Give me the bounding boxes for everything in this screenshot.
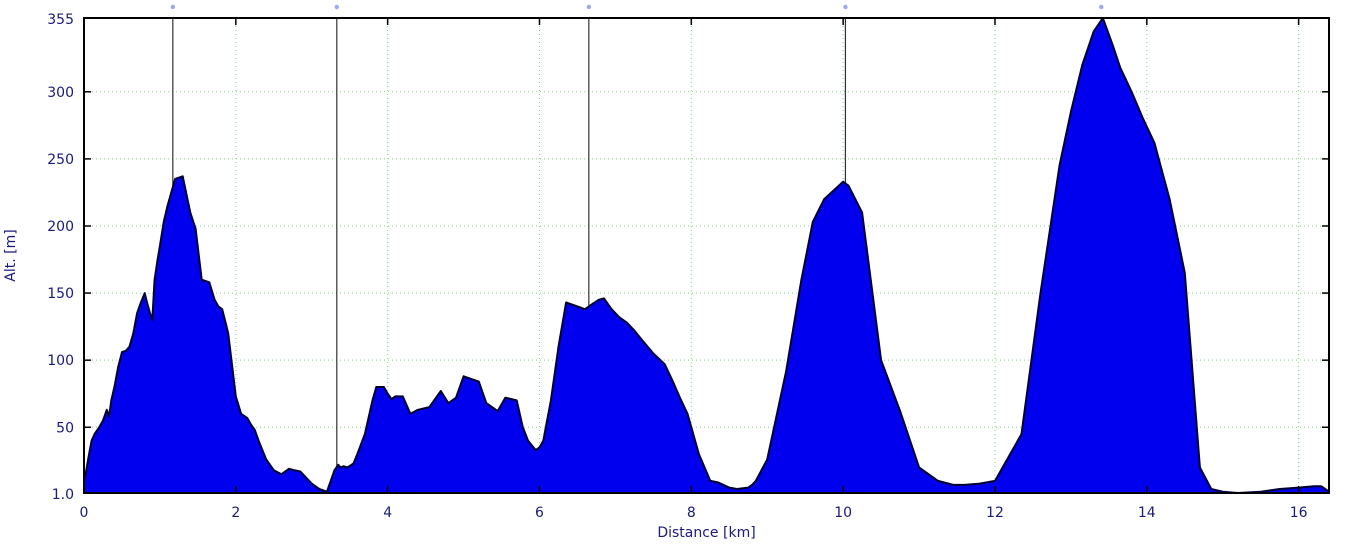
y-axis-title: Alt. [m]	[3, 229, 19, 281]
plot-frame	[83, 17, 1330, 494]
y-tick-label: 250	[47, 152, 74, 168]
y-tick-label: 1.0	[52, 487, 74, 503]
axis-ticks	[83, 17, 1329, 494]
waypoint-dot	[334, 4, 339, 10]
x-tick-label: 16	[1290, 505, 1308, 521]
y-tick-label: 50	[56, 420, 74, 436]
x-tick-label: 14	[1138, 505, 1156, 521]
y-tick-label: 300	[47, 85, 74, 101]
y-tick-label: 355	[47, 12, 74, 28]
x-tick-labels: 0 2 4 6 8 10 12 14 16	[80, 505, 1308, 521]
x-tick-label: 8	[687, 505, 696, 521]
x-tick-label: 10	[834, 505, 852, 521]
waypoint-dot	[843, 4, 848, 10]
waypoint-markers	[170, 4, 1104, 467]
x-tick-label: 0	[80, 505, 89, 521]
elevation-area	[84, 18, 1329, 493]
x-tick-label: 12	[986, 505, 1004, 521]
y-tick-label: 100	[47, 353, 74, 369]
waypoint-dot	[1099, 4, 1104, 10]
x-tick-label: 6	[535, 505, 544, 521]
y-tick-label: 150	[47, 286, 74, 302]
waypoint-dot	[586, 4, 592, 10]
y-tick-label: 200	[47, 219, 74, 235]
waypoint-dot	[170, 4, 176, 10]
x-axis-title: Distance [km]	[657, 525, 755, 541]
x-tick-label: 2	[231, 505, 240, 521]
elevation-line	[83, 17, 1330, 494]
x-tick-label: 4	[383, 505, 392, 521]
y-tick-labels: 1.0 50 100 150 200 250 300 355	[47, 12, 74, 503]
